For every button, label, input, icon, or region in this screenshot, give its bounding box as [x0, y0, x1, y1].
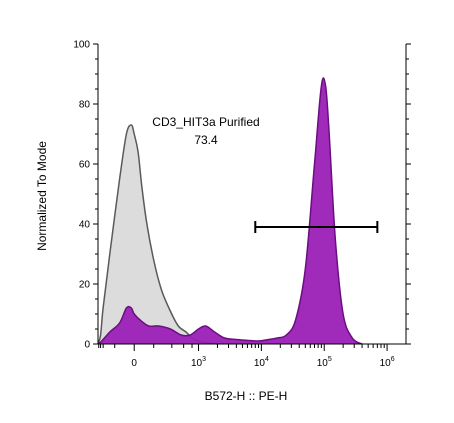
x-tick-label: 0: [131, 358, 137, 369]
series-2-outline: [97, 77, 363, 345]
series-1-area: [98, 125, 218, 344]
y-axis-title: Normalized To Mode: [35, 141, 49, 251]
y-tick-label: 60: [79, 160, 91, 171]
y-tick-label: 40: [79, 220, 91, 231]
axes: 0 20 40 60 80 100 0 103 104 105 106: [73, 40, 411, 369]
y-tick-label: 80: [79, 100, 91, 111]
gate: CD3_HIT3a Purified 73.4: [152, 115, 379, 233]
series-2-area: [98, 78, 363, 345]
y-tick-label: 0: [84, 340, 90, 351]
plot-area: [97, 77, 363, 345]
x-tick-label: 105: [317, 356, 332, 369]
x-tick-label: 103: [191, 356, 206, 369]
x-tick-label: 104: [254, 356, 269, 369]
y-tick-label: 20: [79, 280, 91, 291]
x-tick-label: 106: [380, 356, 395, 369]
y-tick-label: 100: [73, 40, 90, 51]
gate-name-label: CD3_HIT3a Purified: [152, 115, 259, 129]
gate-percent-label: 73.4: [194, 133, 218, 147]
x-axis-title: B572-H :: PE-H: [205, 389, 288, 403]
